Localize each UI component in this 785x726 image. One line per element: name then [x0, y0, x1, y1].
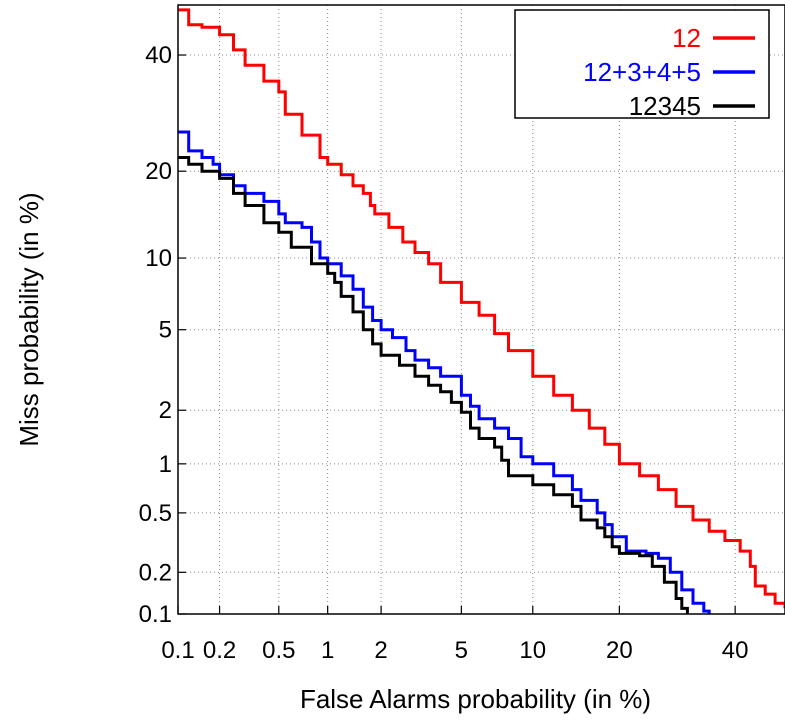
series-line-3: [178, 156, 689, 614]
legend: 12 12+3+4+5 12345: [514, 9, 770, 121]
y-tick-label: 1: [159, 451, 172, 478]
x-tick-label: 0.2: [203, 637, 236, 664]
y-tick-label: 40: [145, 42, 172, 69]
y-tick-label: 10: [145, 245, 172, 272]
y-tick-label: 2: [159, 397, 172, 424]
x-tick-label: 40: [722, 637, 749, 664]
y-tick-label: 0.1: [139, 601, 172, 628]
y-axis-label: Miss probability (in %): [14, 192, 44, 446]
legend-label: 12: [672, 23, 701, 53]
x-tick-label: 1: [321, 637, 334, 664]
series-line-1: [178, 8, 785, 609]
x-tick-label: 20: [606, 637, 633, 664]
series-line-2: [178, 130, 711, 614]
x-tick-label: 0.5: [262, 637, 295, 664]
legend-label: 12345: [629, 91, 701, 121]
ticks: 0.1 0.2 0.5 1 2 5 10 20 40 0.1 0.2 0.5 1 2 5 10 20 40: [139, 42, 749, 664]
series-layer: [178, 8, 785, 614]
y-tick-label: 5: [159, 317, 172, 344]
plot-frame: [177, 4, 785, 615]
x-tick-label: 5: [455, 637, 468, 664]
x-tick-label: 0.1: [161, 637, 194, 664]
x-tick-label: 10: [519, 637, 546, 664]
legend-label: 12+3+4+5: [583, 57, 701, 87]
y-tick-label: 0.5: [139, 500, 172, 527]
legend-box: [514, 9, 770, 119]
y-tick-label: 20: [145, 158, 172, 185]
x-tick-label: 2: [374, 637, 387, 664]
x-axis-label: False Alarms probability (in %): [300, 684, 651, 714]
y-tick-label: 0.2: [139, 559, 172, 586]
